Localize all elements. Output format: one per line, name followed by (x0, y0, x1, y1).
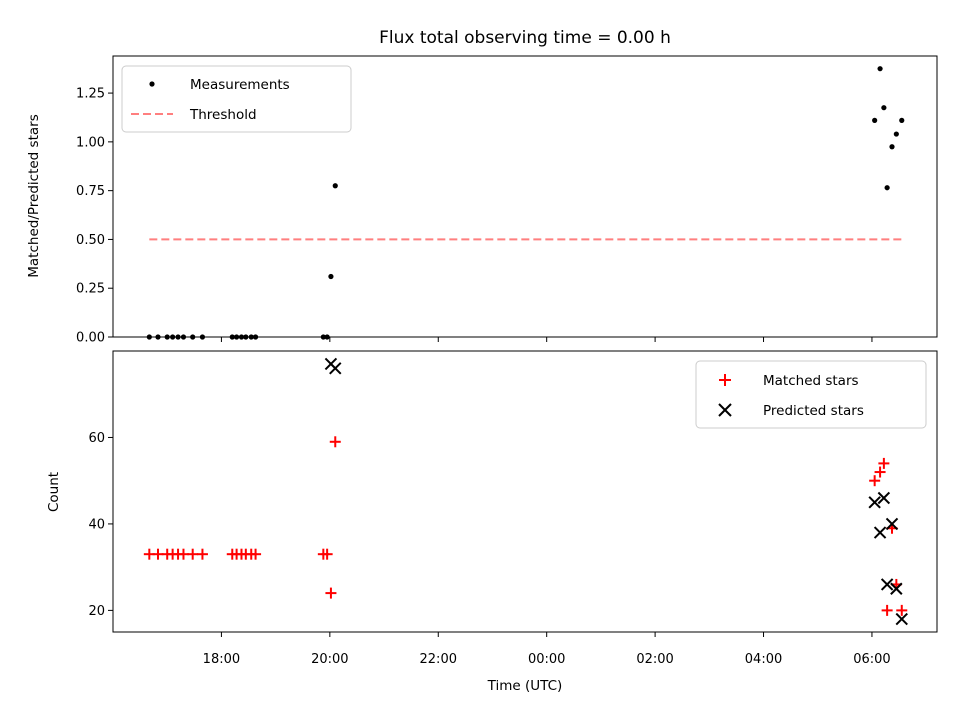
predicted-star-point (885, 517, 899, 531)
x-tick-label: 04:00 (745, 652, 782, 667)
measurement-point (872, 117, 878, 123)
top-y-axis-label: Matched/Predicted stars (26, 114, 42, 277)
predicted-star-point (877, 491, 891, 505)
top-y-tick-label: 1.25 (76, 87, 105, 102)
matched-star-point (896, 604, 908, 616)
matched-star-point (152, 548, 164, 560)
x-tick-label: 02:00 (636, 652, 673, 667)
measurement-point (889, 144, 895, 150)
predicted-stars-legend-marker (718, 403, 732, 417)
bottom-panel: 20 40 60 18:00 20:00 22:00 00:00 02:00 04:00 06:0… (88, 350, 938, 667)
matched-stars-legend-label: Matched stars (763, 373, 859, 389)
bottom-y-tick-label: 60 (88, 431, 105, 446)
bottom-series-predicted-stars (324, 357, 908, 626)
bottom-series-matched-stars (143, 436, 908, 616)
predicted-star-point (895, 612, 908, 626)
top-y-tick-label: 0.75 (76, 184, 105, 199)
matched-star-point (869, 475, 881, 487)
x-tick-label: 20:00 (311, 652, 348, 667)
top-series-measurements (146, 66, 905, 340)
matched-star-point (196, 548, 208, 560)
matched-star-point (881, 604, 893, 616)
x-tick-label: 00:00 (528, 652, 565, 667)
predicted-star-point (868, 496, 881, 509)
measurement-point (332, 183, 338, 189)
matched-stars-legend-marker (719, 374, 731, 386)
x-axis-label: Time (UTC) (487, 678, 563, 694)
top-legend: Measurements Threshold (121, 65, 352, 133)
measurement-point (899, 117, 905, 123)
predicted-star-point (880, 578, 894, 591)
bottom-axes-frame (112, 350, 938, 633)
matched-star-point (878, 457, 890, 469)
measurement-point (877, 66, 883, 72)
matched-star-point (325, 587, 337, 599)
top-y-tick-label: 1.00 (76, 135, 105, 150)
threshold-legend-label: Threshold (189, 107, 257, 123)
matched-star-point (187, 548, 199, 560)
matched-star-point (321, 548, 333, 560)
top-legend-box (121, 65, 352, 133)
measurements-legend-marker (149, 81, 155, 87)
bottom-y-tick-label: 40 (88, 517, 105, 532)
measurement-point (328, 273, 334, 280)
chart-title: Flux total observing time = 0.00 h (379, 28, 671, 48)
predicted-star-point (890, 582, 903, 595)
matched-star-point (874, 466, 886, 478)
x-tick-label: 22:00 (420, 652, 457, 667)
top-panel: 0.00 0.25 0.50 0.75 1.00 1.25 (76, 55, 938, 346)
bottom-legend: Matched stars Predicted stars (695, 360, 927, 429)
predicted-stars-legend-label: Predicted stars (763, 403, 864, 419)
bottom-y-tick-label: 20 (88, 604, 105, 619)
predicted-star-point (329, 362, 342, 375)
top-y-tick-label: 0.25 (76, 282, 105, 297)
measurement-point (884, 185, 890, 191)
top-y-tick-label: 0.50 (76, 233, 105, 248)
bottom-legend-box (695, 360, 927, 429)
measurement-point (881, 105, 887, 111)
predicted-star-point (873, 526, 887, 539)
matched-star-point (329, 436, 341, 448)
matched-star-point (177, 548, 189, 560)
top-y-tick-label: 0.00 (76, 331, 105, 346)
matched-star-point (250, 548, 262, 560)
measurement-point (893, 131, 899, 137)
measurements-legend-label: Measurements (190, 77, 290, 93)
x-tick-label: 06:00 (853, 652, 890, 667)
top-axes-frame (112, 55, 938, 338)
x-tick-label: 18:00 (203, 652, 240, 667)
bottom-y-axis-label: Count (46, 472, 62, 512)
